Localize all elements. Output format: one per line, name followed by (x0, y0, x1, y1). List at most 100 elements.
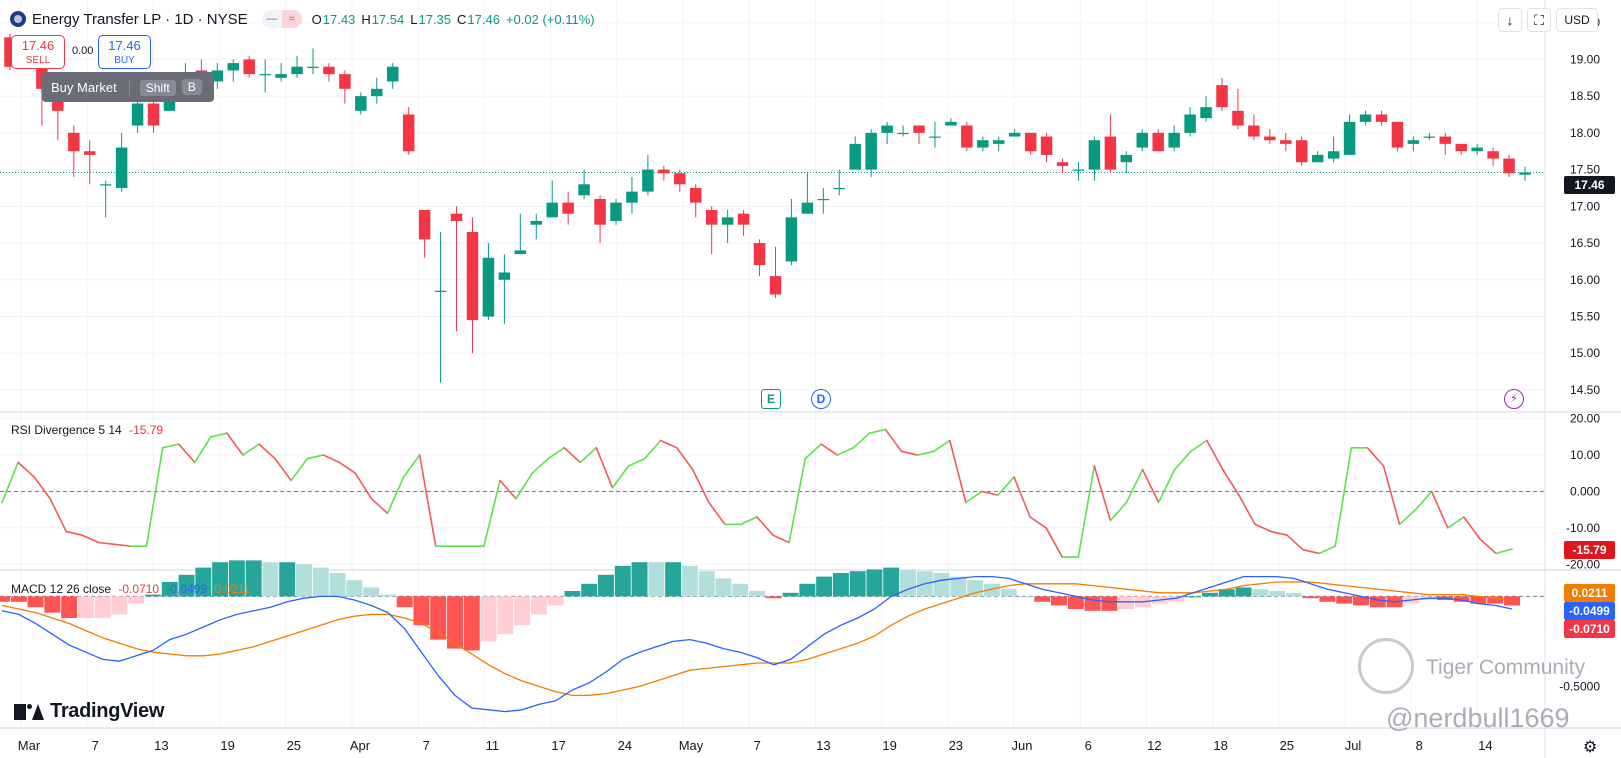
rsi-segment (418, 454, 437, 547)
rsi-segment (740, 516, 758, 526)
macd-histogram-bar (648, 562, 665, 597)
macd-histogram-bar (1353, 596, 1369, 606)
candle-body (1024, 132, 1037, 152)
rsi-segment (1254, 523, 1272, 533)
macd-histogram-bar (178, 574, 195, 597)
rsi-segment (1286, 534, 1304, 551)
macd-histogram-bar (1252, 589, 1269, 597)
candle-body (115, 147, 128, 188)
tradingview-mark-icon (14, 703, 44, 720)
fullscreen-icon[interactable]: ⛶ (1527, 8, 1551, 32)
rsi-segment (659, 439, 678, 449)
rsi-segment (97, 541, 116, 546)
rsi-segment (210, 432, 228, 438)
macd-histogram-bar (212, 562, 229, 597)
rsi-segment (1205, 439, 1224, 471)
rsi-segment (579, 446, 598, 464)
candle-body (1120, 154, 1133, 163)
candle-body (1391, 121, 1404, 148)
macd-histogram-bar (346, 580, 363, 597)
candle-body (68, 132, 80, 152)
rsi-segment (1077, 465, 1096, 558)
symbol-title[interactable]: Energy Transfer LP · 1D · NYSE (32, 10, 248, 28)
buy-button[interactable]: 17.46 BUY (98, 35, 151, 69)
chart-style-toggle[interactable]: — ≈ (261, 10, 302, 28)
rsi-segment (1029, 516, 1047, 529)
rsi-value-tag: -15.79 (1564, 541, 1615, 559)
candle-body (1264, 136, 1276, 141)
arrow-down-icon[interactable]: ↓ (1498, 8, 1522, 32)
rsi-segment (1093, 465, 1112, 522)
macd-histogram-bar (329, 573, 346, 597)
candle-body (929, 136, 941, 138)
macd-histogram-bar (933, 573, 950, 597)
macd-histogram-bar (1218, 589, 1235, 597)
macd-histogram-bar (681, 565, 698, 597)
rsi-tick-label: -20.00 (1566, 557, 1600, 571)
rsi-segment (772, 534, 790, 544)
rsi-segment (1302, 548, 1321, 555)
candle-body (466, 232, 479, 321)
candle-body (498, 272, 511, 280)
candle-body (1008, 132, 1021, 137)
rsi-segment (820, 443, 839, 456)
macd-histogram-bar (262, 562, 279, 597)
currency-select[interactable]: USD (1556, 8, 1598, 32)
sell-price: 17.46 (21, 38, 55, 53)
macd-histogram-bar (765, 596, 782, 599)
candle-body (1503, 158, 1515, 174)
earnings-event-icon[interactable]: E (761, 389, 781, 409)
macd-histogram-bar (312, 567, 329, 597)
macd-histogram-bar (900, 569, 916, 597)
price-tick-label: 15.00 (1570, 346, 1600, 360)
flash-event-icon[interactable]: ⚡ (1504, 389, 1524, 409)
x-tick-label: 13 (154, 738, 168, 753)
gear-icon[interactable]: ⚙ (1583, 739, 1598, 756)
rsi-segment (1318, 545, 1337, 555)
wave-style-icon[interactable]: ≈ (281, 10, 302, 28)
line-style-icon[interactable]: — (266, 13, 278, 25)
price-tick-label: 17.50 (1570, 163, 1600, 177)
rsi-segment (627, 457, 646, 467)
macd-histogram-bar (665, 562, 682, 597)
candle-body (1136, 132, 1149, 148)
candle-body (402, 114, 415, 152)
candle-body (530, 221, 543, 225)
price-tick-label: 17.00 (1570, 199, 1600, 213)
x-tick-label: 11 (486, 738, 500, 753)
rsi-segment (1238, 494, 1256, 526)
candle-body (817, 198, 830, 201)
rsi-segment (611, 465, 630, 489)
rsi-segment (1463, 516, 1481, 540)
macd-histogram-bar (279, 562, 296, 597)
rsi-segment (997, 476, 1015, 496)
candle-body (83, 151, 96, 155)
macd-histogram-bar (463, 596, 480, 651)
rsi-segment (868, 428, 887, 435)
candle-body (913, 125, 925, 133)
rsi-segment (708, 501, 726, 526)
dividend-event-icon[interactable]: D (811, 389, 831, 409)
price-tick-label: 16.00 (1570, 273, 1600, 287)
macd-histogram-bar (480, 596, 497, 642)
rsi-segment (322, 454, 341, 464)
rsi-segment (1141, 468, 1160, 504)
candle-body (737, 213, 750, 225)
macd-histogram-bar (983, 583, 1000, 597)
tiger-logo-icon (1358, 638, 1414, 694)
rsi-segment (1125, 468, 1144, 504)
rsi-segment (1045, 527, 1064, 558)
x-tick-label: May (679, 738, 704, 753)
macd-histogram-bar (782, 592, 799, 597)
ohlc-key: H (361, 11, 371, 27)
sell-button[interactable]: 17.46 SELL (11, 35, 65, 69)
rsi-segment (1173, 450, 1192, 471)
candle-body (339, 74, 351, 89)
rsi-segment (916, 450, 935, 456)
macd-histogram-bar (866, 569, 883, 597)
x-tick-label: 23 (949, 738, 963, 753)
candle-body (705, 210, 718, 225)
macd-histogram-bar (245, 560, 262, 597)
candle-body (36, 59, 48, 89)
